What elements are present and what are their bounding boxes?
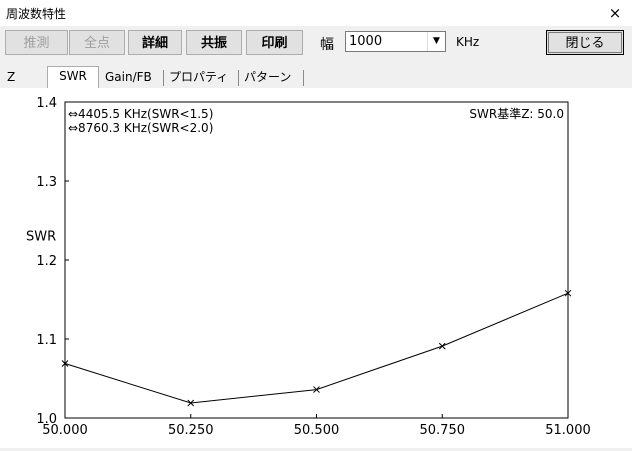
tab-property[interactable]: プロパティ xyxy=(169,70,229,84)
y-tick-label: 1.3 xyxy=(36,175,57,190)
y-tick-label: 1.2 xyxy=(36,254,57,269)
data-point xyxy=(61,360,69,367)
tab-separator xyxy=(238,70,239,86)
data-point xyxy=(313,386,320,393)
data-point xyxy=(438,342,446,350)
resonance-button[interactable]: 共振 xyxy=(186,30,242,55)
swr-line xyxy=(64,292,569,404)
swr-chart: 1.0 1.1 1.2 1.3 1.4 50.000 50.250 50.500 50.750 5… xyxy=(26,96,591,438)
y-tick-label: 1.1 xyxy=(36,333,57,348)
width-select[interactable]: 1000 ▼ xyxy=(345,31,446,52)
tab-bar: Z SWR Gain/FB プロパティ パターン xyxy=(0,66,632,88)
detail-button[interactable]: 詳細 xyxy=(128,30,182,55)
x-tick-label: 51.000 xyxy=(545,423,591,438)
estimate-button[interactable]: 推測 xyxy=(5,30,68,55)
title-bar: 周波数特性 × xyxy=(0,0,632,26)
y-tick-label: 1.4 xyxy=(36,96,57,111)
print-button[interactable]: 印刷 xyxy=(246,30,303,55)
chart-area: 1.0 1.1 1.2 1.3 1.4 50.000 50.250 50.500 50.750 5… xyxy=(0,88,632,448)
all-points-button[interactable]: 全点 xyxy=(69,30,125,55)
plot-frame xyxy=(64,101,569,419)
tab-separator xyxy=(163,70,164,86)
x-tick-label: 50.000 xyxy=(42,423,88,438)
x-tick-label: 50.250 xyxy=(168,423,214,438)
toolbar: 推測 全点 詳細 共振 印刷 閉じる xyxy=(0,26,632,62)
bandwidth-annotation: ⇔8760.3 KHz(SWR<2.0) xyxy=(68,121,213,135)
tab-z[interactable]: Z xyxy=(7,70,16,84)
width-label: 幅 xyxy=(320,37,334,53)
data-point xyxy=(187,399,195,407)
chevron-down-icon[interactable]: ▼ xyxy=(427,32,445,51)
bandwidth-annotation: ⇔4405.5 KHz(SWR<1.5) xyxy=(68,107,213,121)
y-tick-label: 1.0 xyxy=(36,412,57,427)
window-title: 周波数特性 xyxy=(6,7,67,21)
reference-impedance-label: SWR基準Z: 50.0 xyxy=(469,106,564,121)
tab-gain-fb[interactable]: Gain/FB xyxy=(105,70,152,84)
close-button[interactable]: 閉じる xyxy=(546,30,624,55)
close-icon[interactable]: × xyxy=(608,4,622,22)
data-point xyxy=(564,289,572,297)
width-unit: KHz xyxy=(456,35,480,49)
y-axis-label: SWR xyxy=(26,229,56,244)
width-select-value: 1000 xyxy=(349,34,383,49)
x-tick-label: 50.500 xyxy=(294,423,340,438)
x-tick-label: 50.750 xyxy=(420,423,466,438)
tab-pattern[interactable]: パターン xyxy=(244,70,292,84)
tab-swr[interactable]: SWR xyxy=(47,66,99,88)
tab-separator xyxy=(303,70,304,86)
